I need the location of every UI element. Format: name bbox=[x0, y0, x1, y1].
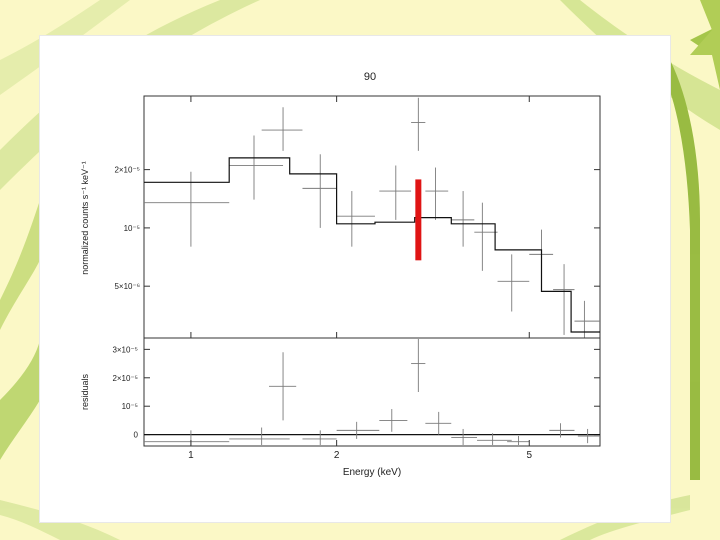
spectrum-ylabel: normalized counts s⁻¹ keV⁻¹ bbox=[80, 161, 90, 275]
spectrum-y-ticks: 5×10⁻⁶ 10⁻⁵ 2×10⁻⁵ bbox=[114, 166, 600, 291]
highlight-marker bbox=[415, 179, 422, 261]
spectrum-data-point bbox=[302, 154, 337, 228]
residual-data-point bbox=[229, 427, 290, 445]
x-axis-ticks: 1 2 5 bbox=[188, 96, 532, 461]
residuals-ylabel: residuals bbox=[80, 373, 90, 410]
residuals-y-ticks: 0 10⁻⁵ 2×10⁻⁵ 3×10⁻⁵ bbox=[112, 345, 600, 440]
spectrum-y-tick-label: 2×10⁻⁵ bbox=[114, 166, 140, 175]
residual-data-point bbox=[549, 423, 575, 438]
spectrum-data-point bbox=[553, 264, 575, 335]
residuals-y-tick-label: 2×10⁻⁵ bbox=[112, 374, 138, 383]
spectrum-data-point bbox=[425, 167, 449, 220]
residual-data-point bbox=[336, 421, 380, 439]
x-axis-label: Energy (keV) bbox=[343, 467, 401, 478]
residuals-data-points bbox=[144, 339, 600, 445]
red-highlight-bar bbox=[415, 179, 422, 261]
spectrum-data-points bbox=[144, 97, 600, 338]
residuals-plot-frame bbox=[143, 337, 601, 447]
residual-data-point bbox=[379, 409, 408, 432]
spectrum-data-point bbox=[379, 165, 412, 220]
residuals-y-tick-label: 3×10⁻⁵ bbox=[112, 345, 138, 354]
residuals-y-tick-label: 0 bbox=[134, 431, 139, 440]
spectrum-data-point bbox=[474, 202, 498, 271]
model-step-curve bbox=[144, 157, 600, 333]
residual-data-point bbox=[577, 428, 600, 444]
residual-data-point bbox=[425, 411, 452, 435]
residual-data-point bbox=[477, 433, 512, 445]
spectrum-data-point bbox=[144, 171, 230, 247]
spectrum-data-point bbox=[336, 191, 375, 247]
x-tick-label: 5 bbox=[526, 450, 532, 461]
x-tick-label: 1 bbox=[188, 450, 194, 461]
xray-spectrum-figure: 90 5×10⁻⁶ 10⁻⁵ 2×10⁻⁵ normalized counts s⁻… bbox=[80, 71, 601, 478]
spectrum-model-line bbox=[144, 157, 600, 333]
slide-panel: 90 5×10⁻⁶ 10⁻⁵ 2×10⁻⁵ normalized counts s⁻… bbox=[40, 36, 670, 522]
residual-data-point bbox=[451, 428, 478, 445]
spectrum-data-point bbox=[261, 107, 303, 151]
spectrum-plot-frame bbox=[143, 95, 601, 339]
residual-data-point bbox=[411, 339, 426, 392]
residuals-panel: 0 10⁻⁵ 2×10⁻⁵ 3×10⁻⁵ residuals bbox=[80, 337, 601, 447]
spectrum-panel: 5×10⁻⁶ 10⁻⁵ 2×10⁻⁵ normalized counts s⁻¹ k… bbox=[80, 95, 601, 339]
residual-data-point bbox=[144, 430, 230, 445]
spectrum-y-tick-label: 10⁻⁵ bbox=[124, 224, 140, 233]
spectrum-data-point bbox=[451, 191, 475, 247]
residual-data-point bbox=[507, 436, 530, 445]
spectrum-data-point bbox=[497, 254, 530, 312]
x-tick-label: 2 bbox=[334, 450, 340, 461]
residual-data-point bbox=[269, 352, 297, 421]
residuals-y-tick-label: 10⁻⁵ bbox=[122, 402, 138, 411]
spectrum-data-point bbox=[411, 97, 426, 151]
residual-data-point bbox=[302, 430, 337, 445]
spectrum-y-tick-label: 5×10⁻⁶ bbox=[114, 282, 140, 291]
chart-title: 90 bbox=[364, 71, 376, 83]
spectrum-data-point bbox=[229, 135, 284, 200]
